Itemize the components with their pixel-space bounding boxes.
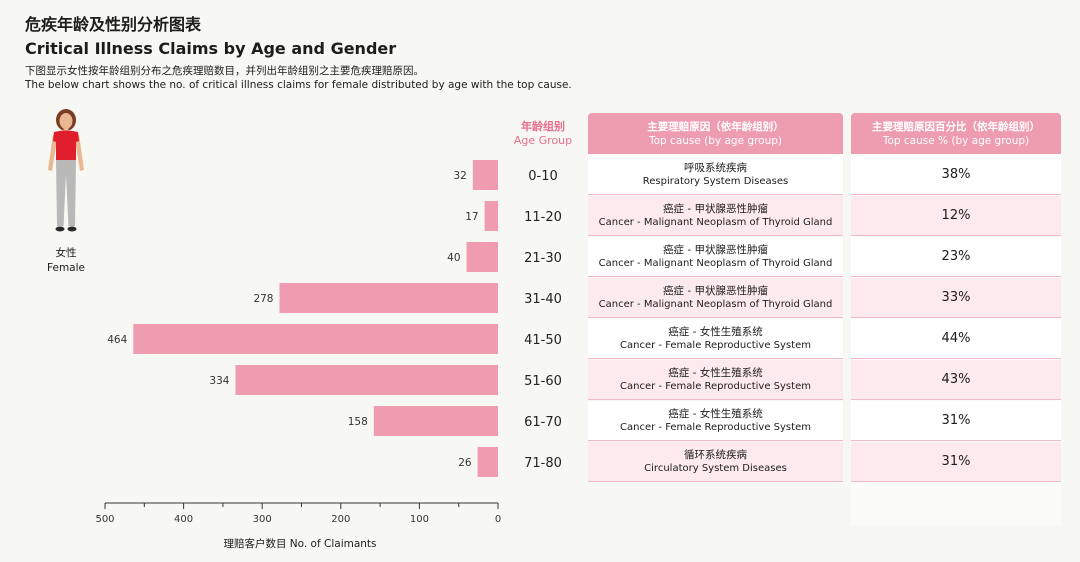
pct-cell: 38%	[851, 155, 1061, 195]
cause-zh: 癌症 - 女性生殖系统	[668, 325, 763, 338]
x-tick-label: 400	[174, 514, 193, 525]
cause-en: Cancer - Female Reproductive System	[620, 339, 811, 351]
bar-value-label: 32	[453, 170, 466, 182]
bar-51-60	[235, 365, 498, 395]
age-group-header-en: Age Group	[513, 134, 573, 147]
bar-61-70	[373, 406, 498, 436]
bar-value-label: 26	[458, 457, 472, 469]
cause-zh: 癌症 - 甲状腺恶性肿瘤	[663, 284, 768, 297]
age-group-header: 年龄组别 Age Group	[510, 120, 576, 148]
cause-row: 癌症 - 女性生殖系统 Cancer - Female Reproductive …	[588, 401, 843, 441]
age-group-label: 51-60	[524, 374, 562, 389]
cause-zh: 呼吸系统疾病	[684, 161, 747, 174]
x-tick-label: 100	[410, 514, 429, 525]
female-label-en: Female	[47, 262, 85, 274]
female-label-zh: 女性	[55, 247, 77, 259]
subtitle-zh: 下图显示女性按年龄组别分布之危疾理赔数目，并列出年龄组别之主要危疾理赔原因。	[25, 65, 424, 77]
subtitle-en: The below chart shows the no. of critica…	[25, 79, 572, 91]
cause-zh: 癌症 - 女性生殖系统	[668, 366, 763, 379]
title-en: Critical Illness Claims by Age and Gende…	[25, 39, 397, 58]
cause-zh: 癌症 - 女性生殖系统	[668, 407, 763, 420]
bar-71-80	[477, 447, 498, 477]
cause-en: Cancer - Female Reproductive System	[620, 380, 811, 392]
age-group-label: 31-40	[524, 292, 562, 307]
female-label: 女性 Female	[36, 246, 96, 276]
pct-cell: 12%	[851, 196, 1061, 236]
pct-cell: 44%	[851, 319, 1061, 359]
title-zh: 危疾年龄及性别分析图表	[25, 15, 202, 34]
cause-en: Cancer - Malignant Neoplasm of Thyroid G…	[598, 216, 833, 228]
age-group-label: 11-20	[524, 210, 562, 225]
x-tick-label: 500	[95, 514, 114, 525]
bar-value-label: 334	[209, 375, 229, 387]
pct-cell: 43%	[851, 360, 1061, 400]
cause-row: 呼吸系统疾病 Respiratory System Diseases	[588, 155, 843, 195]
pct-cell: 31%	[851, 401, 1061, 441]
cause-row: 循环系统疾病 Circulatory System Diseases	[588, 442, 843, 482]
top-cause-pct-header-zh: 主要理赔原因百分比（依年龄组别）	[872, 120, 1040, 133]
bar-value-label: 158	[348, 416, 368, 428]
bar-31-40	[279, 283, 498, 313]
pct-cell: 33%	[851, 278, 1061, 318]
age-group-label: 61-70	[524, 415, 562, 430]
bar-value-label: 40	[447, 252, 460, 264]
bar-value-label: 464	[107, 334, 127, 346]
cause-en: Circulatory System Diseases	[644, 462, 787, 474]
cause-en: Respiratory System Diseases	[642, 175, 789, 187]
x-axis-label: 理赔客户数目 No. of Claimants	[223, 538, 377, 550]
cause-row: 癌症 - 女性生殖系统 Cancer - Female Reproductive …	[588, 360, 843, 400]
cause-en: Cancer - Female Reproductive System	[620, 421, 811, 433]
header: 危疾年龄及性别分析图表 Critical Illness Claims by A…	[25, 14, 572, 92]
cause-zh: 癌症 - 甲状腺恶性肿瘤	[663, 202, 768, 215]
cause-row: 癌症 - 甲状腺恶性肿瘤 Cancer - Malignant Neoplasm …	[588, 278, 843, 318]
bar-value-label: 17	[465, 211, 478, 223]
female-person-icon	[48, 109, 84, 232]
cause-row: 癌症 - 甲状腺恶性肿瘤 Cancer - Malignant Neoplasm …	[588, 196, 843, 236]
cause-zh: 循环系统疾病	[684, 448, 747, 461]
cause-zh: 癌症 - 甲状腺恶性肿瘤	[663, 243, 768, 256]
cause-row: 癌症 - 女性生殖系统 Cancer - Female Reproductive …	[588, 319, 843, 359]
pct-cell: 31%	[851, 442, 1061, 482]
top-cause-header-en: Top cause (by age group)	[649, 134, 782, 147]
age-group-label: 71-80	[524, 456, 562, 471]
x-tick-label: 0	[495, 514, 501, 525]
x-tick-label: 200	[331, 514, 350, 525]
top-cause-header-zh: 主要理赔原因（依年龄组别）	[647, 120, 784, 133]
cause-row: 癌症 - 甲状腺恶性肿瘤 Cancer - Malignant Neoplasm …	[588, 237, 843, 277]
top-cause-header: 主要理赔原因（依年龄组别） Top cause (by age group)	[588, 113, 843, 154]
age-group-label: 0-10	[528, 169, 558, 184]
top-cause-pct-header: 主要理赔原因百分比（依年龄组别） Top cause % (by age gro…	[851, 113, 1061, 154]
pct-cell: 23%	[851, 237, 1061, 277]
bar-value-label: 278	[253, 293, 273, 305]
bar-0-10	[472, 160, 498, 190]
x-tick-label: 300	[253, 514, 272, 525]
age-group-header-zh: 年龄组别	[521, 120, 565, 133]
age-group-label: 41-50	[524, 333, 562, 348]
bar-21-30	[466, 242, 498, 272]
cause-en: Cancer - Malignant Neoplasm of Thyroid G…	[598, 298, 833, 310]
bar-41-50	[133, 324, 498, 354]
cause-en: Cancer - Malignant Neoplasm of Thyroid G…	[598, 257, 833, 269]
age-group-label: 21-30	[524, 251, 562, 266]
bar-11-20	[484, 201, 498, 231]
top-cause-pct-header-en: Top cause % (by age group)	[882, 134, 1030, 147]
